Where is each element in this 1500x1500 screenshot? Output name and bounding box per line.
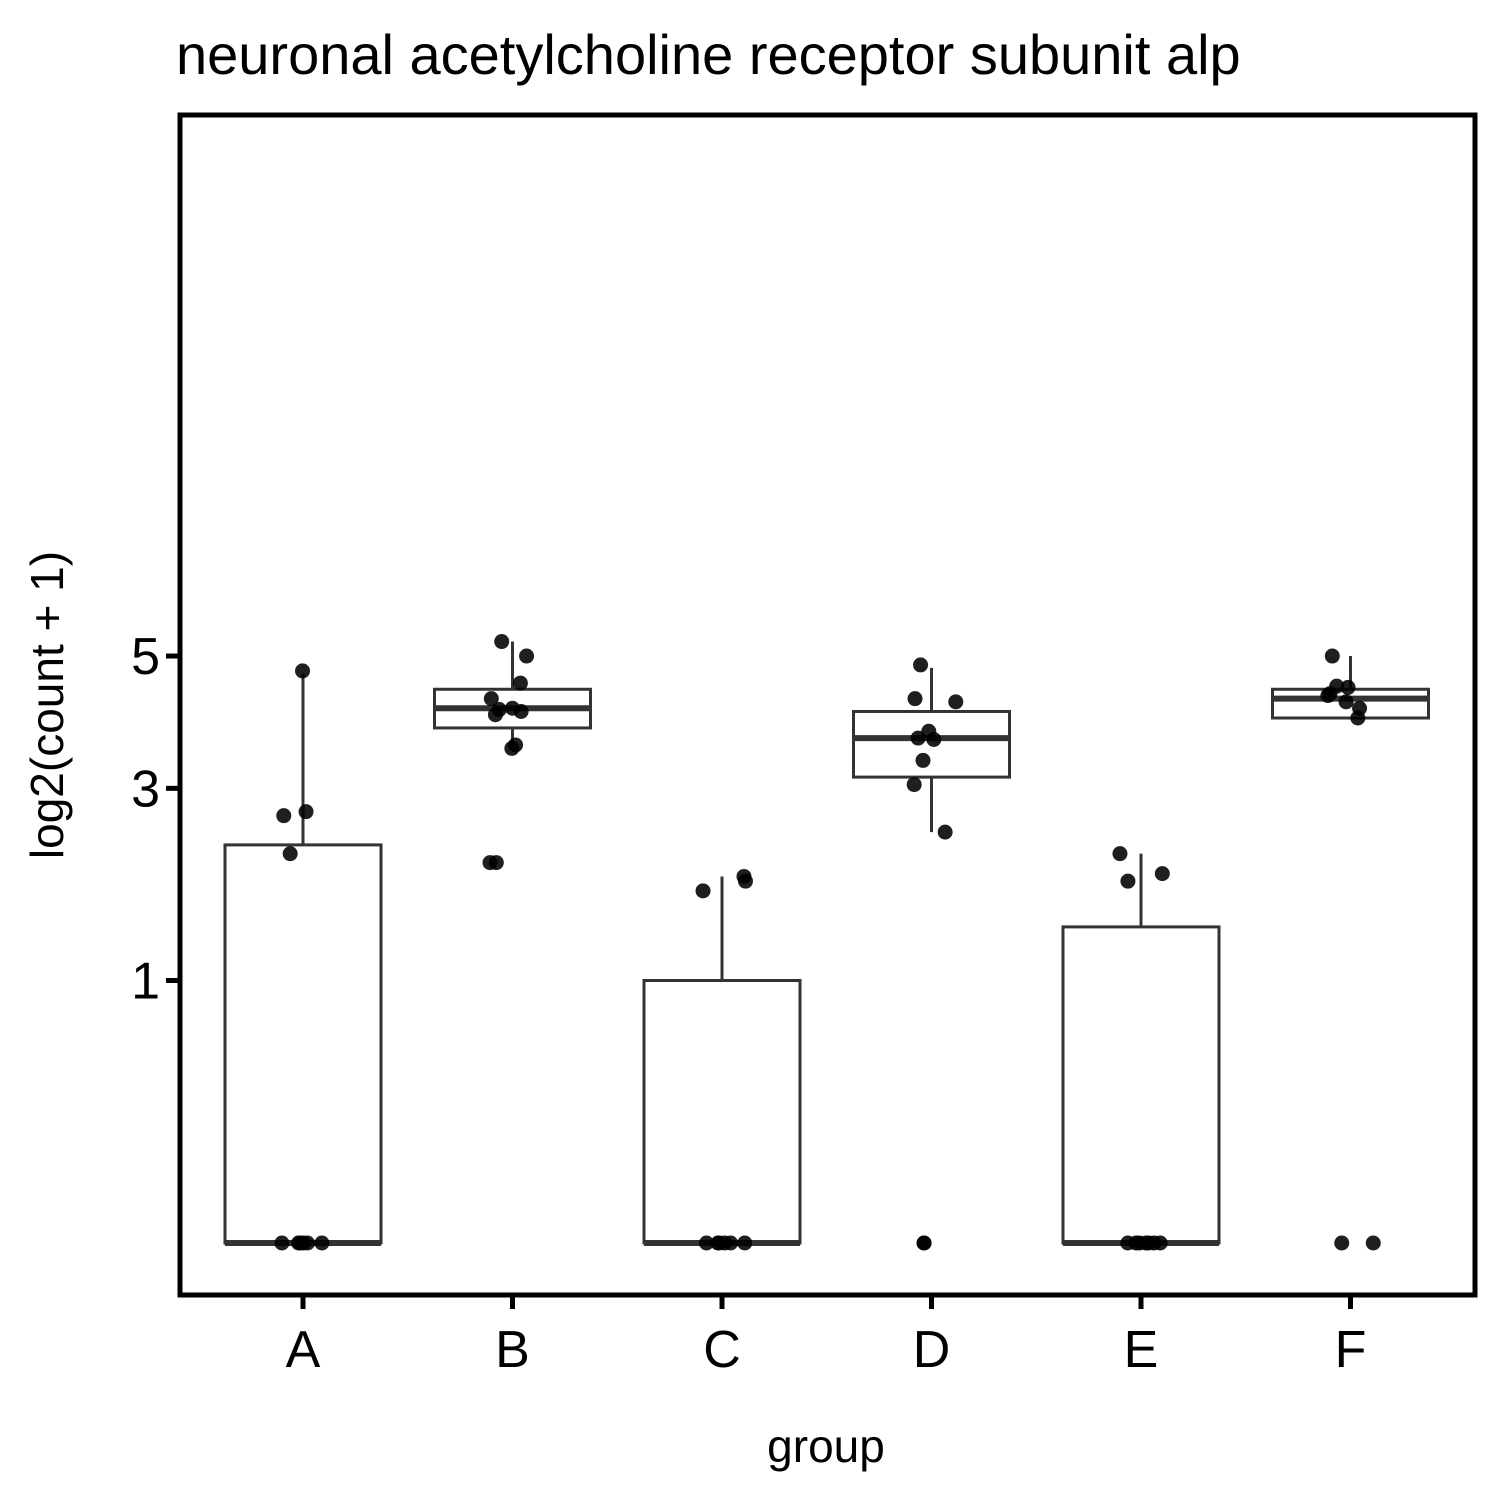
data-point	[926, 731, 942, 747]
data-point	[1324, 648, 1340, 664]
y-axis-title: log2(count + 1)	[21, 551, 73, 859]
box-iqr	[1061, 925, 1221, 1245]
data-point	[274, 1235, 290, 1251]
data-point	[1128, 1235, 1144, 1251]
data-point	[1141, 1235, 1157, 1251]
data-point	[1338, 694, 1354, 710]
points-f	[1320, 648, 1381, 1251]
data-point	[483, 691, 499, 707]
data-point	[1320, 688, 1336, 704]
x-axis-title: group	[767, 1420, 885, 1472]
data-point	[737, 1235, 753, 1251]
data-point	[910, 730, 926, 746]
x-tick-label: A	[286, 1321, 321, 1379]
data-point	[907, 691, 923, 707]
data-point	[519, 648, 535, 664]
data-point	[512, 675, 528, 691]
data-point	[504, 740, 520, 756]
x-tick-label: C	[703, 1321, 741, 1379]
data-point	[276, 808, 292, 824]
data-point	[1112, 846, 1128, 862]
box-group-e	[1061, 853, 1221, 1246]
box-iqr	[223, 843, 383, 1245]
data-point	[1340, 679, 1356, 695]
x-axis: A B C D E F	[286, 1295, 1367, 1379]
points-a	[274, 663, 330, 1251]
x-tick-label: E	[1124, 1321, 1159, 1379]
panel-border	[177, 112, 1478, 1298]
data-point	[1120, 873, 1136, 889]
y-tick-label: 1	[131, 953, 160, 1011]
data-point	[1365, 1235, 1381, 1251]
data-point	[723, 1235, 739, 1251]
data-point	[915, 752, 931, 768]
data-point	[482, 855, 498, 871]
data-point	[948, 694, 964, 710]
x-tick-label: D	[913, 1321, 951, 1379]
data-point	[282, 846, 298, 862]
data-point	[906, 777, 922, 793]
x-tick-label: B	[495, 1321, 530, 1379]
data-point	[314, 1235, 330, 1251]
points-e	[1112, 846, 1170, 1251]
data-point	[291, 1235, 307, 1251]
data-point	[937, 824, 953, 840]
y-tick-label: 3	[131, 760, 160, 818]
y-axis: 1 3 5	[131, 628, 180, 1011]
data-point	[1350, 710, 1366, 726]
data-point	[913, 657, 929, 673]
box-group-c	[642, 876, 802, 1246]
box-group-d	[852, 667, 1011, 833]
box-iqr	[642, 979, 802, 1245]
data-point	[494, 634, 510, 650]
data-point	[295, 663, 311, 679]
data-point	[737, 873, 753, 889]
points-c	[695, 868, 753, 1251]
y-tick-label: 5	[131, 628, 160, 686]
data-point	[298, 804, 314, 820]
data-point	[1154, 866, 1170, 882]
box-group-b	[433, 641, 592, 749]
x-tick-label: F	[1335, 1321, 1367, 1379]
data-point	[1334, 1235, 1350, 1251]
data-point	[695, 883, 711, 899]
plot-area	[223, 634, 1430, 1251]
box-group-a	[223, 673, 383, 1246]
data-point	[513, 703, 529, 719]
points-b	[482, 634, 535, 871]
data-point	[916, 1235, 932, 1251]
data-point	[487, 707, 503, 723]
points-d	[906, 657, 964, 1251]
data-point	[698, 1235, 714, 1251]
chart-title: neuronal acetylcholine receptor subunit …	[176, 23, 1241, 86]
